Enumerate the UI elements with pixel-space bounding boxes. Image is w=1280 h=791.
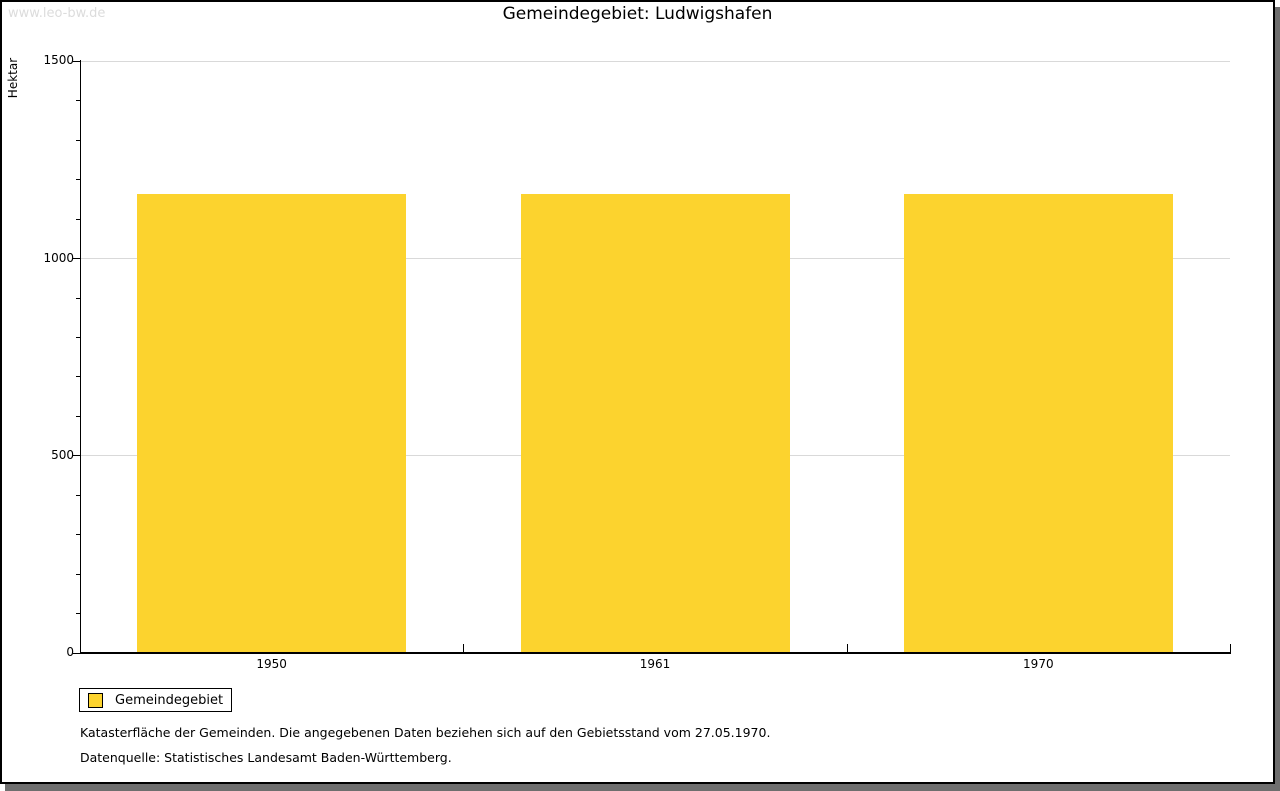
y-tick-major-0	[73, 652, 80, 654]
y-tick-minor-200	[76, 573, 80, 575]
bar-1961	[520, 194, 790, 652]
y-tick-minor-600	[76, 415, 80, 417]
y-tick-minor-1200	[76, 179, 80, 181]
bar-1950	[137, 194, 407, 652]
y-tick-label-1500: 1500	[43, 53, 74, 68]
y-tick-minor-300	[76, 534, 80, 536]
x-tick-label-1950: 1950	[256, 657, 287, 671]
y-tick-minor-100	[76, 613, 80, 615]
legend-swatch-gemeindegebiet	[88, 692, 103, 708]
y-tick-major-1500	[73, 60, 80, 62]
y-axis-line	[80, 59, 81, 654]
y-tick-label-500: 500	[51, 447, 74, 462]
legend-label: Gemeindegebiet	[115, 692, 224, 708]
y-tick-major-500	[73, 455, 80, 457]
chart-title: Gemeindegebiet: Ludwigshafen	[502, 4, 773, 24]
y-tick-minor-1400	[76, 100, 80, 102]
y-tick-minor-800	[76, 336, 80, 338]
watermark-text: www.leo-bw.de	[8, 6, 106, 21]
y-tick-label-1000: 1000	[43, 250, 74, 265]
x-tick-boundary-1	[463, 644, 465, 652]
footnote-data-source: Datenquelle: Statistisches Landesamt Bad…	[80, 750, 452, 765]
x-tick-label-1970: 1970	[1023, 657, 1054, 671]
y-tick-minor-900	[76, 297, 80, 299]
legend: Gemeindegebiet	[79, 688, 232, 712]
y-tick-minor-700	[76, 376, 80, 378]
y-tick-minor-400	[76, 494, 80, 496]
x-tick-label-1961: 1961	[639, 657, 671, 671]
x-tick-end	[1230, 644, 1231, 652]
y-tick-label-0: 0	[66, 645, 74, 660]
x-tick-boundary-2	[846, 644, 848, 652]
y-tick-major-1000	[73, 258, 80, 260]
gridline-1500	[80, 60, 1230, 62]
x-axis-line	[80, 652, 1231, 654]
y-tick-minor-1100	[76, 218, 80, 220]
bar-1970	[903, 194, 1173, 652]
y-tick-minor-1300	[76, 139, 80, 141]
footnote-source-note: Katasterfläche der Gemeinden. Die angege…	[80, 725, 771, 740]
